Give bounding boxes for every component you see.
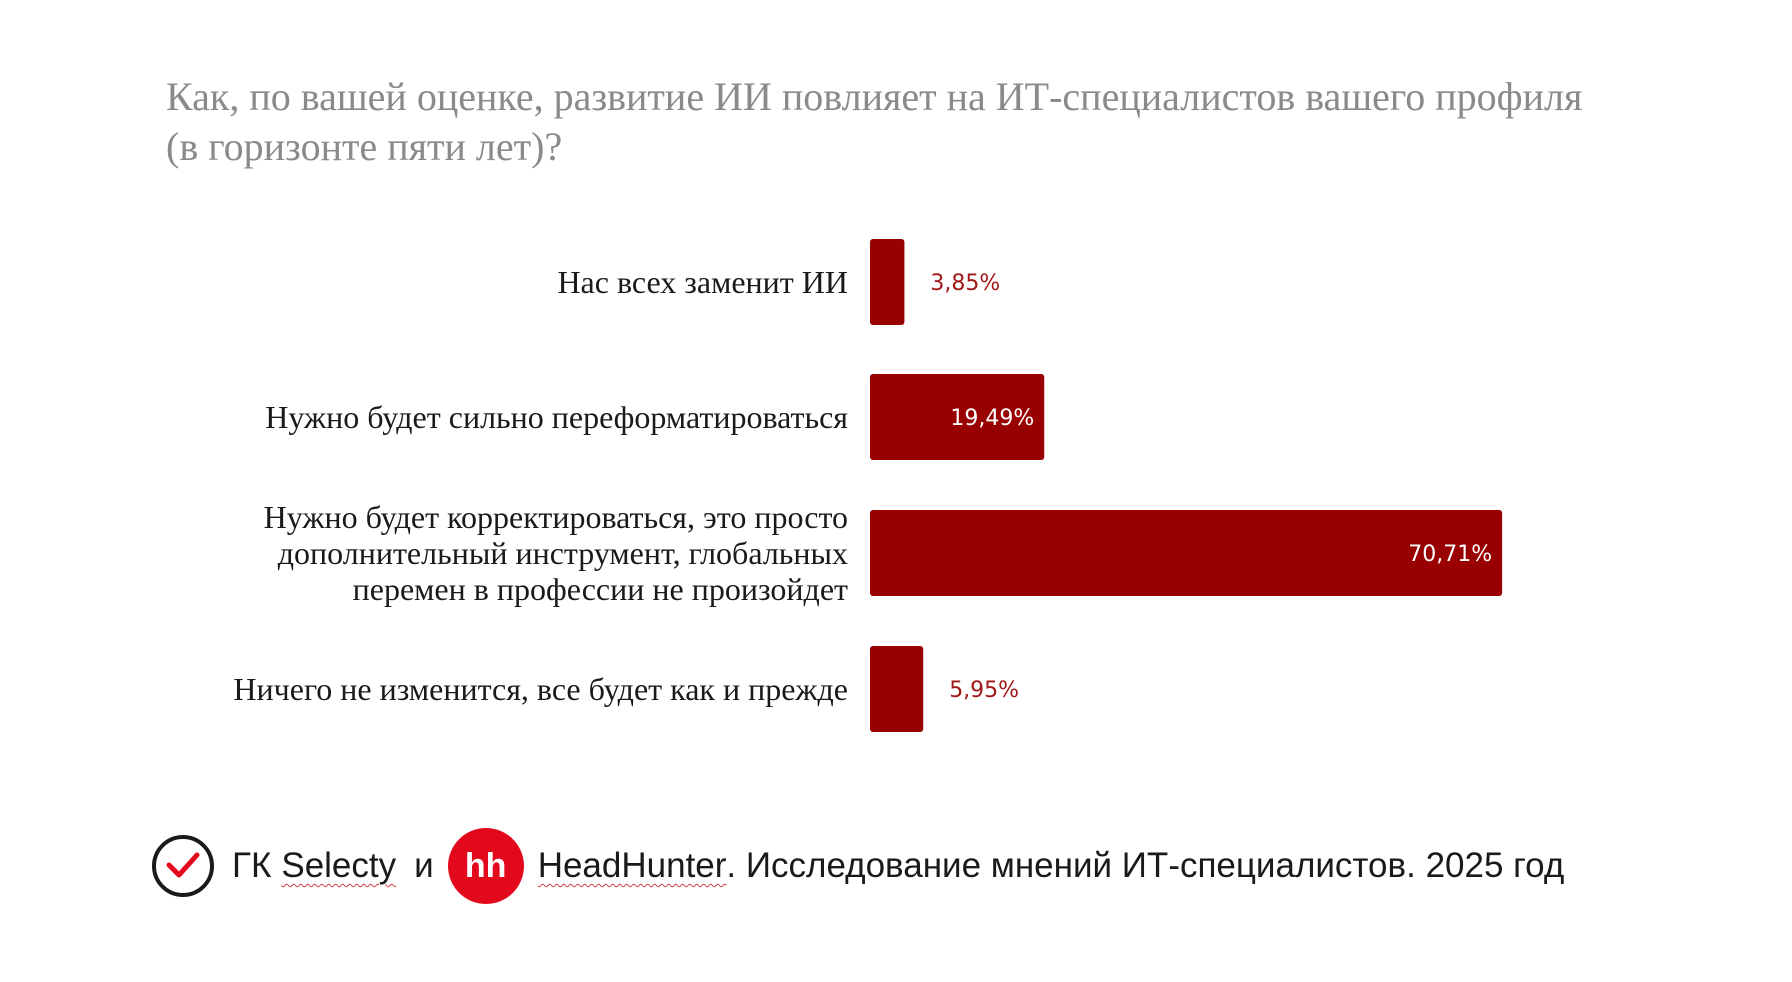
footer-caption: . Исследование мнений ИТ-специалистов. 2…	[726, 846, 1565, 885]
category-label-3: Ничего не изменится, все будет как и пре…	[233, 671, 848, 707]
value-label-2: 70,71%	[1408, 542, 1492, 567]
category-label-1: Нужно будет сильно переформатироваться	[265, 399, 848, 435]
footer-prefix: ГК	[232, 846, 272, 885]
footer-selecty: Selecty	[281, 846, 397, 885]
value-label-0: 3,85%	[930, 271, 1000, 296]
bar-1	[870, 374, 1045, 460]
bar-3	[870, 646, 924, 732]
footer-and: и	[414, 846, 434, 885]
bar-2	[870, 510, 1503, 596]
value-label-1: 19,49%	[950, 406, 1034, 431]
chart-title: Как, по вашей оценке, развитие ИИ повлия…	[166, 74, 1583, 169]
category-label-2: Нужно будет корректироваться, это просто…	[264, 499, 848, 607]
category-label-0: Нас всех заменит ИИ	[557, 264, 848, 300]
value-label-3: 5,95%	[949, 678, 1019, 703]
footer: ГК Selecty и hh HeadHunter. Исследование…	[152, 826, 1564, 906]
footer-headhunter: HeadHunter	[537, 846, 727, 885]
hh-logo-icon: hh	[447, 828, 524, 904]
check-circle-icon	[152, 835, 214, 897]
bar-0	[870, 239, 905, 325]
